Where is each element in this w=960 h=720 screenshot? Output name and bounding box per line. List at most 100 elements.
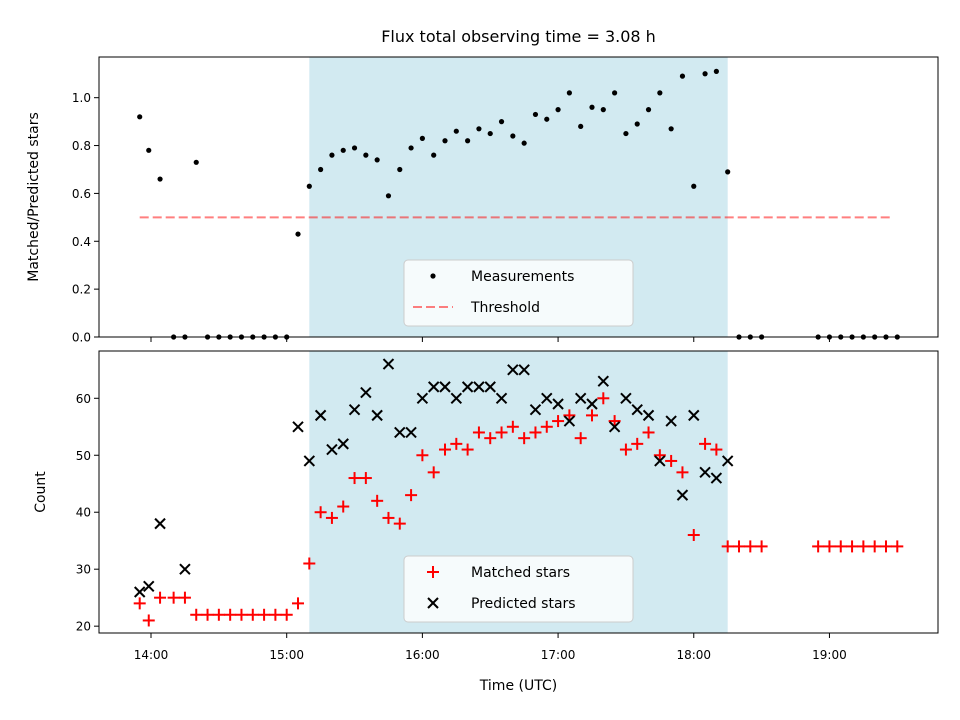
matched-star-point xyxy=(303,557,316,570)
bottom-legend-box xyxy=(403,555,634,623)
top-x-ticks xyxy=(150,337,830,342)
legend-label-measurements: Measurements xyxy=(471,269,574,285)
top-y-tick-label: 0.4 xyxy=(72,235,91,249)
bottom-x-ticks: 14:00 15:00 16:00 17:00 18:00 19:00 xyxy=(134,633,847,662)
bottom-x-tick-label: 18:00 xyxy=(676,648,711,662)
measurement-point xyxy=(146,147,152,153)
bottom-y-tick-label: 50 xyxy=(76,449,91,463)
top-legend-box xyxy=(403,259,634,327)
predicted-star-point xyxy=(427,381,440,393)
predicted-star-stroke-b xyxy=(461,381,474,393)
matched-star-point xyxy=(142,614,155,627)
matched-star-point xyxy=(868,540,881,553)
matched-star-point xyxy=(506,420,519,433)
predicted-star-point xyxy=(620,392,632,404)
predicted-star-stroke-b xyxy=(348,403,361,416)
matched-star-point xyxy=(314,506,327,519)
bottom-legend: Matched stars Predicted stars xyxy=(403,555,634,623)
top-y-tick-label: 0.6 xyxy=(72,187,91,201)
measurement-point xyxy=(566,90,572,96)
matched-star-point xyxy=(405,489,418,502)
matched-star-point xyxy=(154,591,167,604)
measurement-point xyxy=(645,107,652,113)
predicted-star-stroke-b xyxy=(405,426,417,439)
measurement-point xyxy=(498,119,505,125)
predicted-stars-points xyxy=(133,358,734,598)
matched-star-point xyxy=(597,392,610,405)
top-panel: 0.0 0.2 0.4 0.6 0.8 1.0 Flux total observing … xyxy=(26,27,939,345)
matched-star-point xyxy=(585,409,598,422)
matched-star-point xyxy=(382,511,395,524)
predicted-star-point xyxy=(348,403,361,416)
predicted-star-stroke-b xyxy=(620,392,632,404)
predicted-star-point xyxy=(574,392,587,404)
predicted-star-point xyxy=(631,403,643,416)
predicted-star-point xyxy=(416,392,429,404)
matched-star-point xyxy=(529,426,542,439)
measurement-point xyxy=(702,71,708,77)
measurement-point xyxy=(193,159,199,165)
matched-star-point xyxy=(518,432,531,445)
bottom-x-tick-label: 16:00 xyxy=(405,648,440,662)
bottom-x-tick-label: 15:00 xyxy=(269,648,304,662)
matched-star-point xyxy=(416,449,429,462)
predicted-star-stroke-b xyxy=(574,392,587,404)
bottom-x-tick-label: 14:00 xyxy=(134,648,169,662)
bottom-x-tick-label: 19:00 xyxy=(812,648,847,662)
legend-marker-predicted xyxy=(427,597,439,609)
predicted-star-point xyxy=(642,409,655,422)
predicted-star-point xyxy=(699,466,711,479)
matched-star-point xyxy=(427,466,440,479)
predicted-star-point xyxy=(721,455,734,467)
predicted-star-stroke-b xyxy=(371,409,383,422)
measurement-point xyxy=(612,90,618,96)
measurement-point xyxy=(431,152,437,158)
bottom-y-ticks: 20 30 40 50 60 xyxy=(76,392,99,634)
predicted-star-point xyxy=(710,472,723,484)
legend-marker-matched xyxy=(427,566,439,578)
top-y-tick-label: 0.8 xyxy=(72,139,91,153)
matched-star-point xyxy=(393,517,406,530)
measurement-point xyxy=(532,111,539,118)
bottom-y-axis-label: Count xyxy=(33,471,49,513)
predicted-star-point xyxy=(597,375,610,387)
predicted-star-stroke-b xyxy=(394,426,406,439)
top-y-tick-label: 0.2 xyxy=(72,283,91,297)
measurement-point xyxy=(725,169,731,175)
measurements-points xyxy=(137,68,900,340)
measurement-point xyxy=(295,231,301,237)
bottom-plot-frame xyxy=(98,350,939,634)
predicted-star-point xyxy=(179,563,191,575)
matched-star-point xyxy=(212,608,225,621)
measurement-point xyxy=(589,104,595,110)
matched-star-point xyxy=(653,449,666,462)
bottom-panel: 20 30 40 50 60 14:00 15:00 16:00 17:00 18:00 19:0… xyxy=(33,350,939,694)
matched-star-point xyxy=(348,472,361,485)
predicted-star-point xyxy=(552,398,564,410)
matched-star-point xyxy=(721,540,734,553)
matched-star-point xyxy=(574,432,587,445)
measurement-point xyxy=(363,152,369,158)
predicted-star-point xyxy=(326,443,338,456)
top-legend: Measurements Threshold xyxy=(403,259,634,327)
predicted-star-stroke-b xyxy=(654,455,666,467)
matched-star-point xyxy=(280,608,293,621)
predicted-star-stroke-b xyxy=(360,386,372,399)
matched-star-point xyxy=(687,529,700,542)
measurement-point xyxy=(397,166,403,173)
chart-title: Flux total observing time = 3.08 h xyxy=(381,27,656,46)
matched-star-point xyxy=(495,426,508,439)
legend-label-matched: Matched stars xyxy=(471,565,570,581)
predicted-star-point xyxy=(371,409,383,422)
measurement-point xyxy=(713,68,719,74)
predicted-star-stroke-b xyxy=(337,438,349,450)
predicted-star-point xyxy=(154,517,166,530)
predicted-star-stroke-b xyxy=(495,392,508,404)
top-y-tick-label: 0.0 xyxy=(72,331,91,345)
bottom-x-axis-label: Time (UTC) xyxy=(479,678,557,694)
predicted-star-stroke-b xyxy=(563,415,576,427)
bottom-x-tick-label: 17:00 xyxy=(541,648,576,662)
predicted-star-point xyxy=(529,403,542,416)
measurement-point xyxy=(351,145,358,151)
